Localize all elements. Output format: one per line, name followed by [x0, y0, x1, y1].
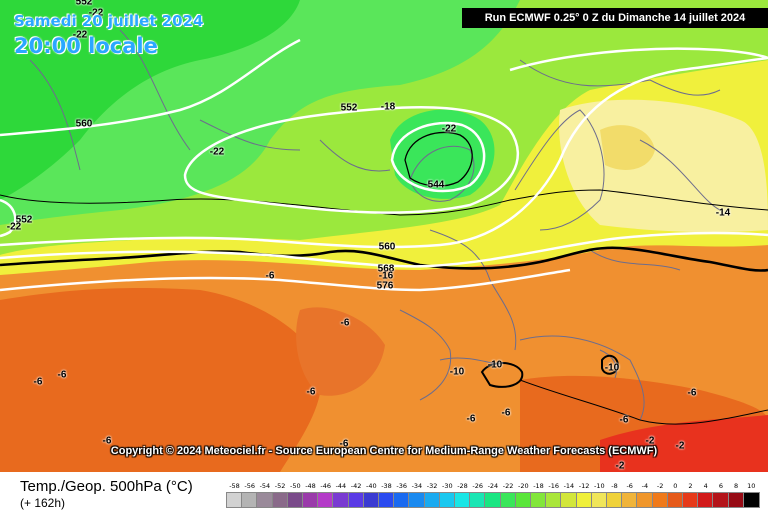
legend-tick: -2	[656, 482, 664, 490]
isotherm-m18	[0, 189, 768, 216]
label-temp-m6-g: -6	[501, 407, 511, 419]
isotherm-m10-a	[480, 362, 524, 388]
legend-tick: 6	[718, 482, 723, 490]
legend-tick: 8	[734, 482, 739, 490]
label-temp-m16: -16	[378, 270, 394, 282]
label-geop-552-left: 552	[15, 214, 33, 226]
label-temp-m22-left: -22	[6, 221, 22, 233]
label-temp-m6-k: -6	[339, 438, 349, 450]
label-temp-m10-b: -10	[449, 366, 465, 378]
legend-swatch	[742, 492, 760, 508]
legend-tick: -46	[320, 482, 331, 490]
label-temp-m6-d: -6	[57, 369, 67, 381]
legend-tick: 2	[688, 482, 693, 490]
legend-tick: -36	[396, 482, 407, 490]
iberia-warm	[296, 307, 385, 396]
legend-tick: 4	[703, 482, 708, 490]
model-run-banner: Run ECMWF 0.25° 0 Z du Dimanche 14 juill…	[462, 8, 768, 28]
legend-tick: -12	[578, 482, 590, 490]
label-geop-552-north: 552	[340, 102, 358, 114]
legend-tick: -24	[487, 482, 499, 490]
legend-tick: -14	[563, 482, 575, 490]
parameter-label: Temp./Geop. 500hPa (°C)	[20, 478, 193, 495]
forecast-time: 20:00 locale	[14, 34, 158, 58]
label-temp-m10-c: -10	[604, 362, 620, 374]
map-canvas	[0, 0, 768, 472]
label-temp-m22-low: -22	[209, 146, 225, 158]
label-temp-m6-i: -6	[687, 387, 697, 399]
legend-tick: -26	[472, 482, 483, 490]
cold-core-field	[390, 109, 495, 199]
legend-tick: -16	[548, 482, 559, 490]
legend-tick: -42	[350, 482, 362, 490]
label-geop-560-center: 560	[378, 241, 396, 253]
label-temp-m18: -18	[380, 101, 396, 113]
legend-tick: -6	[626, 482, 633, 490]
label-temp-m6-f: -6	[466, 413, 476, 425]
label-geop-560-west: 560	[75, 118, 93, 130]
isotherm-m22	[404, 131, 473, 187]
yellow-spot	[600, 125, 655, 170]
legend-tick: -32	[426, 482, 438, 490]
legend-tick: -58	[229, 482, 240, 490]
hot-field-west	[0, 288, 322, 472]
legend-tick: 10	[747, 482, 756, 490]
label-temp-m10-a: -10	[487, 359, 503, 371]
legend-tick: -18	[533, 482, 544, 490]
geopotential-contours	[0, 38, 768, 292]
coldest-field	[0, 0, 300, 200]
copyright-notice: Copyright © 2024 Meteociel.fr - Source E…	[110, 445, 658, 457]
legend-tick: -40	[365, 482, 377, 490]
legend-tick: -20	[517, 482, 529, 490]
pale-yellow-field	[559, 99, 768, 233]
legend-tick: -30	[441, 482, 453, 490]
label-geop-576: 576	[376, 280, 394, 292]
legend-tick: 0	[673, 482, 678, 490]
label-temp-m6-j: -6	[102, 435, 112, 447]
label-temp-m6-c: -6	[33, 376, 43, 388]
label-temp-m14: -14	[715, 207, 731, 219]
legend-tick: -52	[274, 482, 286, 490]
legend-tick: -56	[244, 482, 255, 490]
red-field	[600, 415, 768, 472]
label-temp-m6-b: -6	[340, 317, 350, 329]
isotherm-m14-bold	[0, 246, 768, 272]
legend-tick: -28	[457, 482, 468, 490]
label-geop-568: 568	[377, 263, 395, 275]
forecast-hour-label: (+ 162h)	[20, 496, 66, 510]
legend-tick: -22	[502, 482, 514, 490]
legend-tick: -10	[593, 482, 605, 490]
legend-tick: -44	[335, 482, 347, 490]
map-footer: Temp./Geop. 500hPa (°C) (+ 162h) -58 -56-…	[0, 472, 768, 512]
label-temp-m22-top: -22	[88, 7, 104, 19]
coastlines	[29, 29, 721, 421]
label-temp-m22-north: -22	[72, 29, 88, 41]
label-temp-m2-b: -2	[675, 440, 685, 452]
label-geop-552-top: 552	[75, 0, 93, 8]
legend-tick: -8	[611, 482, 618, 490]
isotherm-m10-b	[601, 354, 620, 375]
isotherm-m6	[519, 379, 768, 425]
weather-map: 560 552 552 544 552 560 568 576 -22 -22 …	[0, 0, 768, 472]
label-temp-m2-a: -2	[645, 435, 655, 447]
label-geop-544: 544	[427, 179, 445, 191]
forecast-date: Samedi 20 juillet 2024	[14, 12, 204, 30]
legend-tick: -50	[289, 482, 301, 490]
legend-tick: -4	[641, 482, 649, 490]
label-temp-m6-a: -6	[265, 270, 275, 282]
legend-tick: -34	[411, 482, 423, 490]
legend-tick: -48	[305, 482, 316, 490]
label-temp-m6-e: -6	[306, 386, 316, 398]
label-temp-m6-h: -6	[619, 414, 629, 426]
label-temp-m22-center: -22	[441, 123, 457, 135]
legend-tick: -54	[259, 482, 271, 490]
label-temp-m2-c: -2	[615, 460, 625, 472]
legend-tick: -38	[381, 482, 392, 490]
